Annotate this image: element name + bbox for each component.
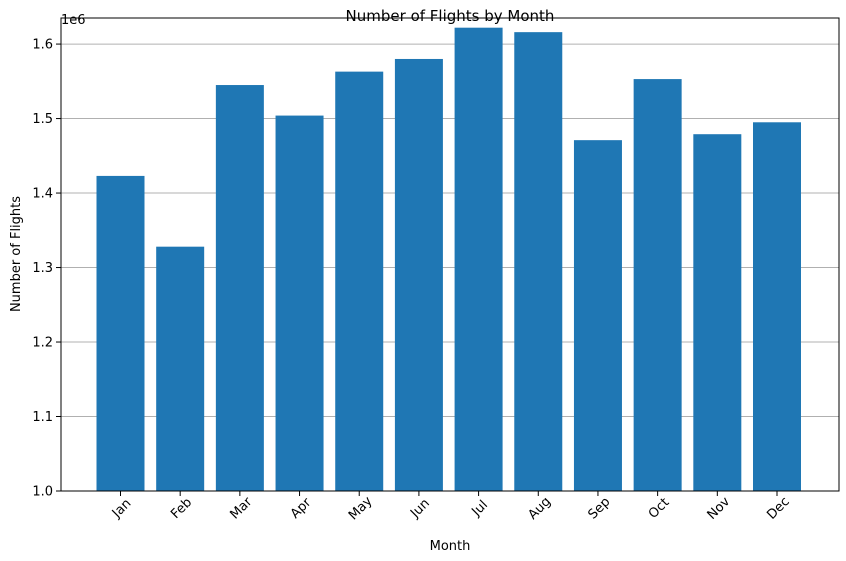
y-axis-label: Number of Flights bbox=[9, 196, 24, 312]
x-tick-label-feb: Feb bbox=[168, 495, 195, 522]
x-axis-label: Month bbox=[430, 539, 471, 554]
bar-jan bbox=[96, 175, 145, 491]
x-tick-label-nov: Nov bbox=[705, 494, 734, 523]
y-tick-label: 1.5 bbox=[32, 112, 53, 127]
bar-feb bbox=[156, 246, 205, 491]
plot-frame bbox=[60, 17, 840, 492]
y-tick-label: 1.1 bbox=[32, 410, 53, 425]
offset-label: 1e6 bbox=[61, 13, 86, 28]
x-tick-label-jan: Jan bbox=[109, 496, 134, 521]
bar-apr bbox=[275, 115, 324, 491]
bar-may bbox=[335, 71, 384, 491]
bar-aug bbox=[514, 32, 563, 491]
x-tick-label-may: May bbox=[346, 494, 376, 524]
bar-jun bbox=[394, 58, 443, 491]
x-axis: Jan Feb Mar Apr May Jun Jul Aug Sep Oct Nov Dec bbox=[109, 491, 793, 523]
x-tick-label-mar: Mar bbox=[227, 494, 255, 522]
x-tick-label-jul: Jul bbox=[469, 498, 491, 520]
bar-oct bbox=[633, 79, 682, 491]
bar-jul bbox=[454, 27, 503, 491]
x-tick-label-aug: Aug bbox=[526, 494, 555, 523]
y-tick-label: 1.0 bbox=[32, 485, 53, 500]
y-tick-label: 1.2 bbox=[32, 336, 53, 351]
bar-dec bbox=[753, 122, 801, 492]
x-tick-label-dec: Dec bbox=[764, 494, 792, 522]
y-axis: 1.0 1.1 1.2 1.3 1.4 1.5 1.6 bbox=[32, 38, 61, 500]
chart-title: Number of Flights by Month bbox=[346, 7, 555, 25]
x-tick-label-apr: Apr bbox=[288, 495, 315, 522]
x-tick-label-oct: Oct bbox=[646, 495, 673, 522]
bar-layer bbox=[96, 27, 801, 492]
bar-mar bbox=[215, 85, 264, 491]
y-tick-label: 1.4 bbox=[32, 187, 53, 202]
bar-nov bbox=[693, 134, 742, 491]
y-tick-label: 1.6 bbox=[32, 38, 53, 53]
bar-sep bbox=[573, 140, 622, 491]
y-tick-label: 1.3 bbox=[32, 261, 53, 276]
x-tick-label-sep: Sep bbox=[586, 495, 614, 523]
x-tick-label-jun: Jun bbox=[407, 496, 433, 522]
